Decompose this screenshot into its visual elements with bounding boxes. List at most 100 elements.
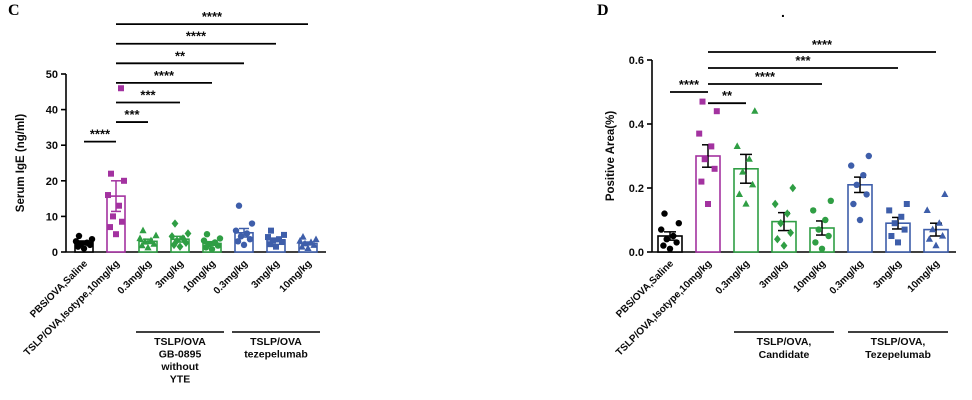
y-axis-title: Positive Area(%)	[605, 111, 617, 201]
group-span-label: Tezepelumab	[865, 349, 931, 361]
x-tick-label: PBS/OVA,Saline	[28, 258, 90, 320]
data-point	[235, 202, 243, 209]
data-point	[742, 200, 750, 207]
data-point	[751, 107, 759, 114]
data-point	[118, 85, 124, 92]
data-point	[296, 236, 304, 244]
data-point	[901, 226, 908, 233]
data-point	[80, 245, 88, 252]
significance-bracket: **	[116, 48, 244, 65]
significance-bracket: ***	[116, 107, 148, 123]
data-point	[243, 230, 251, 237]
data-point	[200, 237, 208, 244]
series-3	[771, 183, 797, 253]
significance-stars: ****	[755, 69, 776, 84]
data-point	[848, 162, 855, 169]
series-5	[232, 202, 256, 253]
data-point	[886, 207, 893, 214]
data-point	[273, 243, 279, 250]
x-tick-label: 0.3mg/kg	[714, 258, 752, 296]
data-point	[903, 201, 910, 207]
series-7	[296, 233, 320, 253]
data-point	[658, 226, 665, 233]
data-point	[110, 213, 116, 220]
data-point	[853, 181, 860, 188]
data-point	[891, 220, 898, 227]
group-span: TSLP/OVA,Tezepelumab	[848, 331, 948, 361]
y-tick-label: 0.0	[629, 247, 644, 259]
panel-c-chart: 0 10 20 30 40 50 Serum IgE (ng/ml) PBS/OVA,Sali…	[15, 9, 326, 386]
data-point	[116, 202, 122, 209]
x-tick-label: 3mg/kg	[872, 258, 905, 291]
significance-stars: **	[722, 88, 733, 103]
data-point	[83, 239, 91, 246]
significance-stars: ****	[154, 68, 175, 83]
y-tick-label: 0.4	[629, 119, 645, 131]
data-point	[923, 206, 931, 213]
data-point	[941, 190, 949, 197]
x-tick-label: 10mg/kg	[906, 258, 942, 294]
data-point	[925, 235, 933, 242]
y-tick-label: 10	[46, 211, 58, 223]
data-point	[107, 224, 113, 231]
data-point	[660, 242, 667, 249]
y-axis-title: Serum IgE (ng/ml)	[15, 114, 27, 213]
data-point	[932, 241, 940, 249]
x-tick-label: 0.3mg/kg	[116, 258, 154, 296]
series-6	[265, 227, 287, 253]
data-point	[827, 197, 834, 204]
data-point	[783, 209, 791, 218]
data-point	[929, 225, 937, 233]
data-point	[119, 218, 125, 225]
group-span-label: tezepelumab	[244, 349, 308, 361]
significance-bracket: ****	[670, 77, 708, 93]
group-span-label: TSLP/OVA	[250, 336, 302, 348]
significance-bracket: ****	[708, 37, 936, 53]
significance-bracket: ****	[116, 68, 212, 84]
data-point	[860, 172, 867, 179]
error-bar	[740, 153, 752, 184]
data-point	[211, 239, 219, 246]
data-point	[281, 231, 287, 238]
data-point	[939, 232, 947, 239]
series-4	[200, 231, 224, 253]
data-point	[77, 240, 85, 248]
data-point	[810, 207, 817, 214]
significance-bracket: ***	[116, 87, 180, 104]
data-point	[812, 239, 819, 246]
significance-stars: **	[175, 48, 186, 63]
y-tick-label: 0.2	[629, 183, 644, 195]
data-point	[240, 241, 248, 249]
data-point	[72, 238, 80, 245]
data-point	[822, 216, 829, 224]
x-tick-label: 0.3mg/kg	[212, 258, 250, 296]
x-tick-label: 3mg/kg	[758, 258, 791, 291]
data-point	[176, 242, 184, 251]
data-point	[203, 231, 211, 238]
stray-period-mark: .	[781, 4, 785, 20]
data-point	[749, 180, 757, 188]
data-point	[265, 234, 271, 241]
significance-bracket: **	[708, 88, 746, 105]
data-point	[234, 238, 242, 245]
data-point	[888, 233, 895, 239]
data-point	[147, 236, 155, 244]
data-point	[708, 143, 715, 150]
significance-bracket: ****	[116, 29, 276, 45]
data-point	[301, 239, 309, 247]
data-point	[171, 219, 179, 228]
series-2	[733, 107, 759, 253]
data-point	[150, 240, 158, 247]
data-point	[108, 170, 114, 177]
series-6	[885, 201, 911, 253]
data-point	[139, 226, 147, 234]
data-point	[865, 152, 872, 160]
y-tick-label: 0.6	[629, 55, 644, 67]
data-point	[216, 235, 224, 242]
group-span: TSLP/OVA,Candidate	[734, 331, 834, 361]
x-tick-label: 10mg/kg	[792, 258, 828, 294]
data-point	[138, 241, 146, 249]
data-point	[675, 220, 682, 227]
significance-stars: ***	[140, 87, 156, 102]
